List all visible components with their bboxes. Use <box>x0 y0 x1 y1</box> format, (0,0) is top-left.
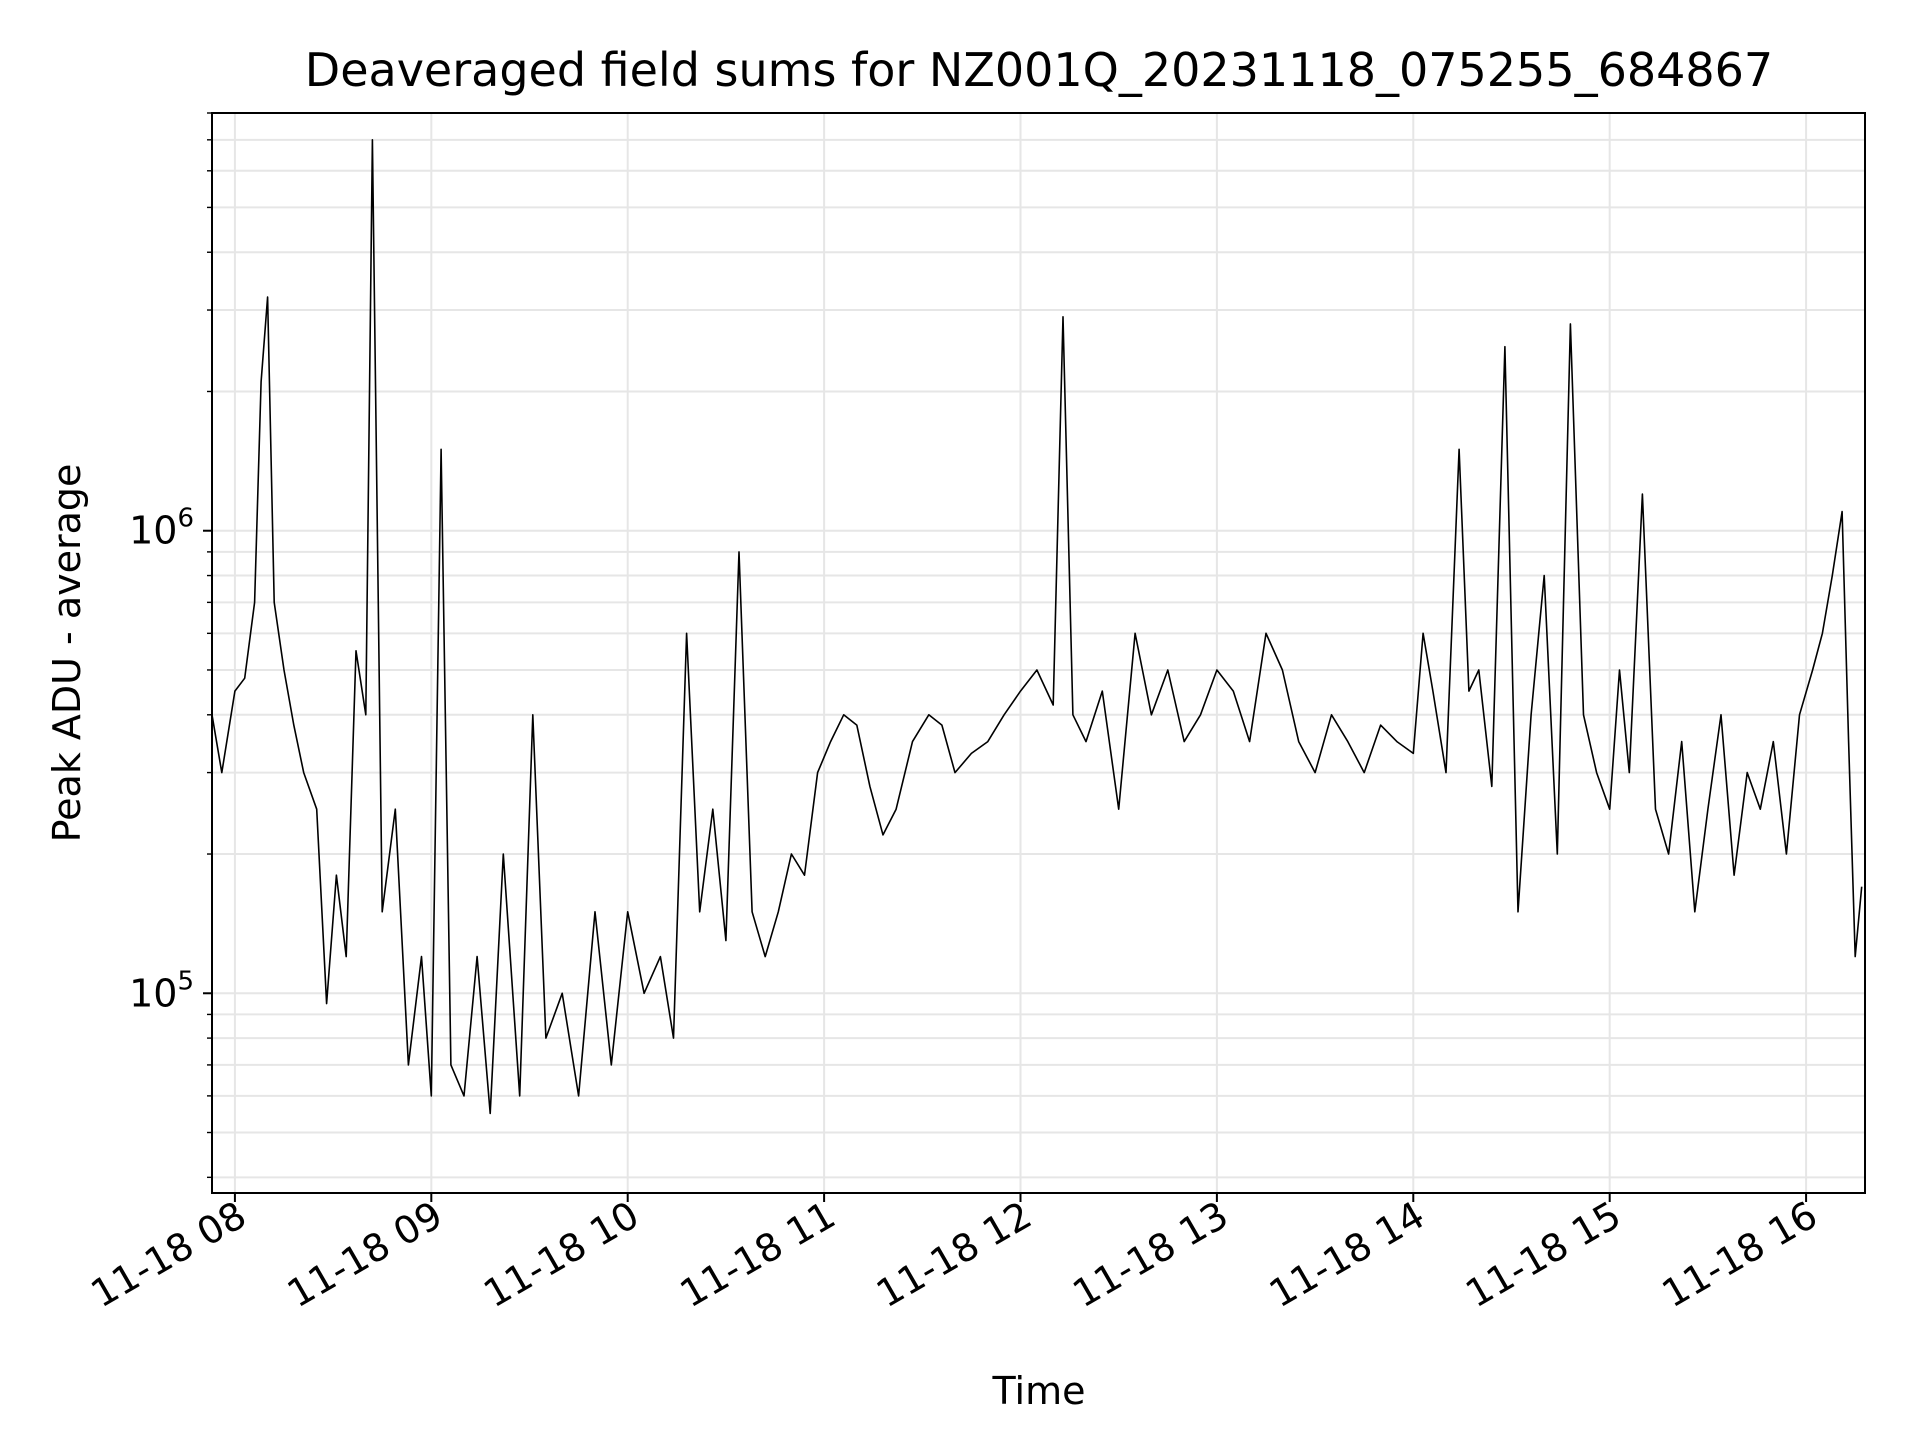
y-tick-label: 105 <box>129 966 194 1015</box>
y-tick-exponent: 5 <box>177 966 194 996</box>
series-line <box>211 139 1863 1115</box>
chart-title: Deaveraged field sums for NZ001Q_2023111… <box>305 43 1773 97</box>
y-tick-exponent: 6 <box>177 504 194 534</box>
y-tick-base: 10 <box>129 971 177 1015</box>
y-tick-base: 10 <box>129 509 177 553</box>
series-lines <box>211 139 1863 1115</box>
grid <box>212 112 1865 1193</box>
plot-frame <box>211 112 1866 1194</box>
x-axis-label: Time <box>992 1369 1086 1413</box>
y-tick-label: 106 <box>129 504 194 553</box>
y-axis-label: Peak ADU - average <box>45 464 89 843</box>
